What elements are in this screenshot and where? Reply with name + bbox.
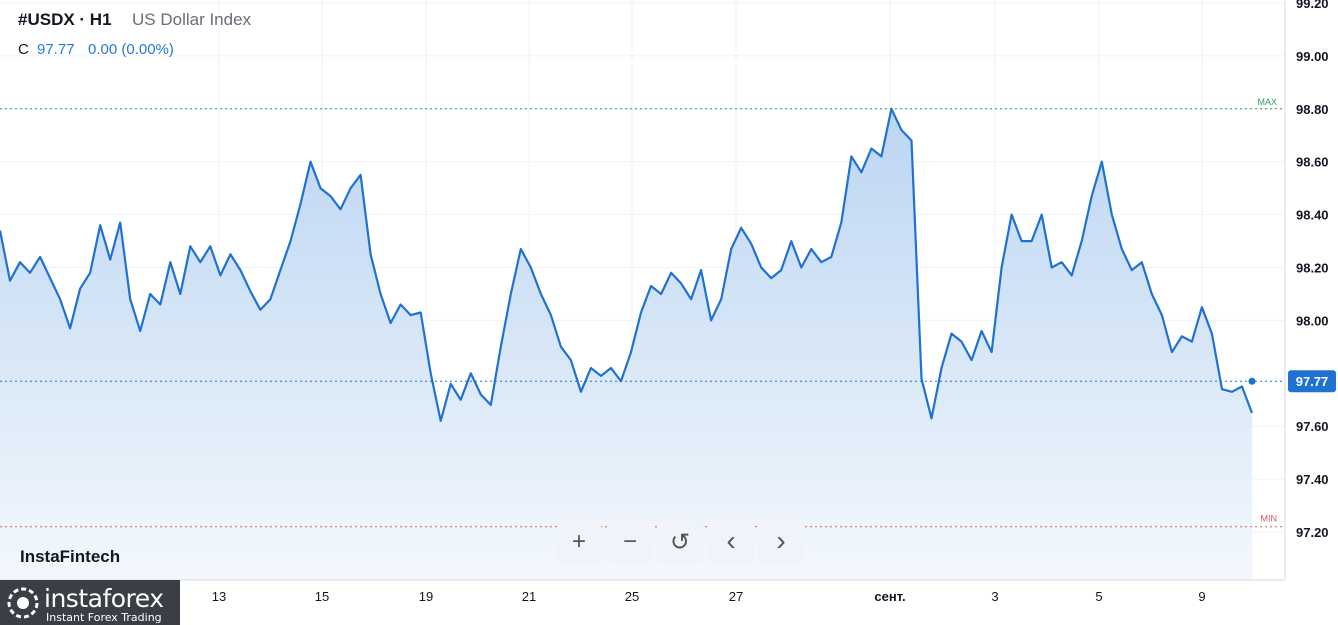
x-tick-label: 9	[1198, 589, 1205, 604]
price-area-fill	[0, 108, 1252, 581]
price-area	[0, 108, 1252, 581]
max-min-lines: MAX MIN	[0, 97, 1285, 528]
x-tick-label: 19	[419, 589, 433, 604]
y-tick-label: 97.60	[1296, 419, 1329, 434]
x-axis[interactable]: 13 15 19 21 25 27 сент. 3 5 9	[0, 579, 1285, 604]
instrument-name: US Dollar Index	[132, 10, 252, 29]
y-tick-label: 98.00	[1296, 313, 1329, 328]
last-price-badge	[1288, 370, 1336, 393]
logo-text: instaforex	[44, 584, 164, 613]
x-tick-label: сент.	[874, 589, 905, 604]
x-tick-label: 27	[729, 589, 743, 604]
symbol-title: #USDX · H1	[18, 10, 112, 29]
instafintech-watermark: InstaFintech	[20, 547, 120, 566]
y-tick-label: 98.20	[1296, 261, 1329, 276]
minus-icon: −	[623, 528, 637, 555]
price-series-line	[0, 107, 1254, 422]
y-tick-label: 99.00	[1296, 49, 1329, 64]
instaforex-logo[interactable]: instaforex Instant Forex Trading	[0, 580, 180, 625]
y-tick-label: 99.20	[1296, 0, 1329, 11]
x-tick-label: 5	[1095, 589, 1102, 604]
scroll-left-button[interactable]: ‹	[709, 519, 753, 563]
zoom-in-button[interactable]: +	[557, 519, 601, 563]
close-label: C	[18, 41, 29, 58]
min-label: MIN	[1261, 514, 1278, 524]
max-label: MAX	[1257, 97, 1277, 107]
y-tick-label: 97.20	[1296, 525, 1329, 540]
x-tick-label: 25	[625, 589, 639, 604]
x-tick-label: 21	[522, 589, 536, 604]
x-tick-label: 13	[212, 589, 226, 604]
logo-tagline: Instant Forex Trading	[46, 611, 162, 624]
y-tick-label: 97.40	[1296, 472, 1329, 487]
instaforex-logo-icon	[7, 587, 39, 619]
y-tick-label: 98.80	[1296, 102, 1329, 117]
y-tick-label: 98.60	[1296, 155, 1329, 170]
reset-icon: ↺	[670, 529, 690, 556]
y-axis[interactable]: 99.20 99.00 98.80 98.60 98.40 98.20 98.00 97.60…	[1284, 0, 1329, 580]
x-tick-label: 3	[991, 589, 998, 604]
y-tick-label: 98.40	[1296, 208, 1329, 223]
x-tick-label: 15	[315, 589, 329, 604]
close-value: 97.77	[37, 41, 75, 58]
scroll-right-button[interactable]: ›	[759, 519, 803, 563]
plus-icon: +	[572, 528, 586, 555]
last-price-line: 97.77	[0, 370, 1336, 393]
chart-toolbar: + − ↺ ‹ ›	[557, 519, 803, 563]
chevron-left-icon: ‹	[726, 525, 735, 556]
reset-chart-button[interactable]: ↺	[658, 519, 702, 563]
last-price-label: 97.77	[1296, 374, 1329, 389]
change-value: 0.00 (0.00%)	[88, 41, 174, 58]
zoom-out-button[interactable]: −	[608, 519, 652, 563]
chevron-right-icon: ›	[776, 525, 785, 556]
